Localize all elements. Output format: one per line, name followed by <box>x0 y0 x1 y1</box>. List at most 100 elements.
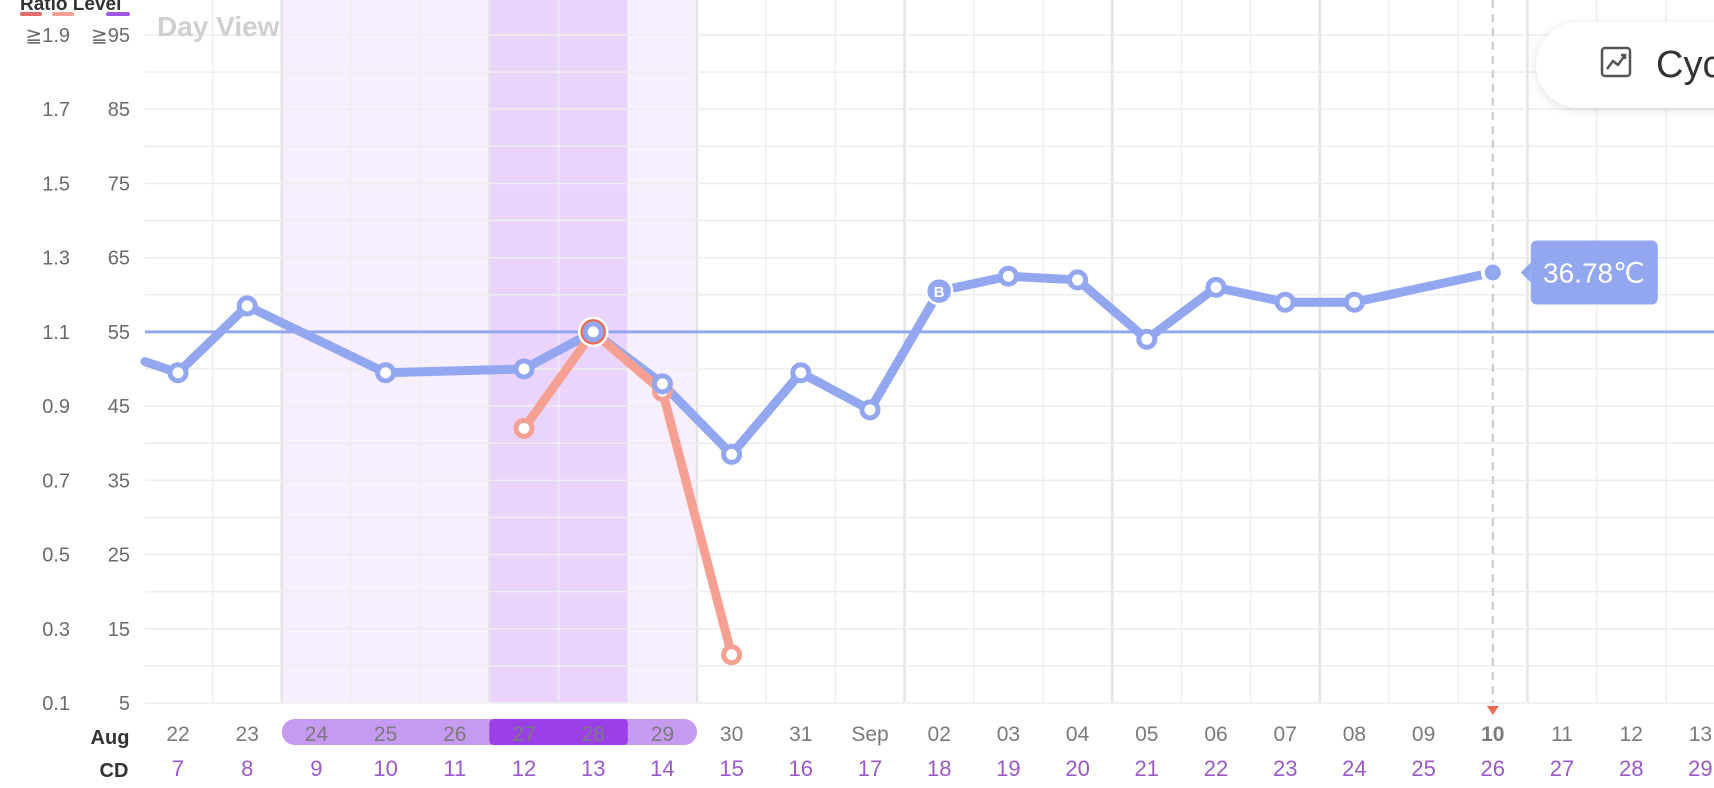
level-point-label: B <box>934 284 945 301</box>
ratio-point <box>513 417 535 439</box>
ratio-series-line <box>519 327 737 660</box>
chart-title: Day View <box>157 11 280 42</box>
level-point <box>859 399 881 421</box>
x-tick-date: 29 <box>651 723 674 746</box>
row-label-month: Aug <box>91 727 130 749</box>
y-tick-level: 45 <box>108 396 130 418</box>
level-point <box>1343 291 1365 313</box>
x-tick-date: 03 <box>997 723 1020 746</box>
level-point <box>1067 269 1089 291</box>
y-tick-ratio: 0.9 <box>42 396 70 418</box>
x-tick-date: 06 <box>1204 723 1227 746</box>
today-marker <box>1486 706 1499 715</box>
x-tick-date: 28 <box>582 723 605 746</box>
level-point <box>1205 276 1227 298</box>
x-tick-date: Sep <box>851 723 888 746</box>
chart-icon <box>1600 46 1632 78</box>
level-point <box>1274 291 1296 313</box>
x-tick-date: 31 <box>789 723 812 746</box>
x-tick-cycle-day: 12 <box>512 756 536 781</box>
level-point <box>790 362 812 384</box>
x-tick-date: 11 <box>1551 723 1573 746</box>
x-tick-date: 02 <box>928 723 951 746</box>
x-tick-date: 09 <box>1412 723 1435 746</box>
level-point <box>721 443 743 465</box>
level-point <box>236 295 258 317</box>
y-tick-ratio: 1.1 <box>42 322 70 344</box>
x-tick-date: 04 <box>1066 723 1090 746</box>
cycle-view-button[interactable]: Cycle <box>1536 22 1714 108</box>
x-tick-cycle-day: 28 <box>1619 756 1643 781</box>
temperature-callout-text: 36.78℃ <box>1543 258 1645 289</box>
level-point <box>997 265 1019 287</box>
x-tick-cycle-day: 9 <box>310 756 322 781</box>
level-point <box>924 276 954 306</box>
y-tick-level: 35 <box>108 470 130 492</box>
x-tick-cycle-day: 10 <box>373 756 397 781</box>
x-tick-cycle-day: 7 <box>172 756 184 781</box>
fertile-band <box>420 0 490 703</box>
x-tick-cycle-day: 20 <box>1065 756 1089 781</box>
x-tick-date: 23 <box>236 723 259 746</box>
y-tick-ratio: 0.3 <box>42 619 70 641</box>
x-tick-cycle-day: 19 <box>996 756 1020 781</box>
y-tick-ratio: 1.3 <box>42 248 70 270</box>
y-tick-level: 65 <box>108 248 130 270</box>
fertile-band <box>351 0 421 703</box>
y-tick-ratio: 1.5 <box>42 173 70 195</box>
y-tick-ratio: 0.7 <box>42 470 70 492</box>
x-tick-date: 05 <box>1135 723 1158 746</box>
callout-pointer <box>1520 262 1531 283</box>
level-point <box>513 358 535 380</box>
level-point <box>167 362 189 384</box>
x-tick-cycle-day: 11 <box>443 756 466 781</box>
legend-ratio-swatch-2 <box>52 12 74 16</box>
legend-ratio-swatch <box>20 12 42 16</box>
row-label-cd: CD <box>100 760 129 782</box>
legend-level-swatch <box>106 12 130 16</box>
x-tick-cycle-day: 8 <box>241 756 253 781</box>
x-tick-date: 27 <box>512 723 535 746</box>
x-tick-cycle-day: 24 <box>1342 756 1366 781</box>
x-tick-cycle-day: 15 <box>719 756 743 781</box>
fertile-band <box>489 0 559 703</box>
x-tick-date: 24 <box>305 723 329 746</box>
y-tick-level: 55 <box>108 322 130 344</box>
legend: Ratio Level <box>20 0 130 16</box>
ratio-point <box>721 644 743 666</box>
fertile-window-bands <box>281 0 697 703</box>
y-tick-ratio: 0.5 <box>42 545 70 567</box>
x-tick-cycle-day: 26 <box>1481 756 1505 781</box>
x-tick-date: 10 <box>1481 723 1504 746</box>
y-tick-level: 15 <box>108 619 130 641</box>
x-tick-cycle-day: 13 <box>581 756 605 781</box>
x-tick-date: 30 <box>720 723 743 746</box>
level-point <box>375 362 397 384</box>
level-point <box>1484 264 1501 281</box>
y-tick-level: ≧95 <box>91 25 130 47</box>
x-tick-cycle-day: 21 <box>1135 756 1159 781</box>
x-tick-cycle-day: 18 <box>927 756 951 781</box>
x-tick-date: 22 <box>166 723 189 746</box>
y-tick-ratio: 0.1 <box>42 693 70 715</box>
x-tick-date: 26 <box>443 723 466 746</box>
x-tick-cycle-day: 17 <box>858 756 882 781</box>
temperature-callout <box>1530 240 1658 305</box>
peak-pill <box>489 719 628 745</box>
x-tick-date: 08 <box>1343 723 1366 746</box>
x-tick-cycle-day: 14 <box>650 756 674 781</box>
x-tick-date: 13 <box>1689 723 1712 746</box>
x-tick-cycle-day: 29 <box>1688 756 1712 781</box>
x-tick-cycle-day: 27 <box>1550 756 1574 781</box>
legend-label: Ratio Level <box>20 0 121 15</box>
x-tick-cycle-day: 25 <box>1411 756 1435 781</box>
y-tick-ratio: ≧1.9 <box>25 25 70 47</box>
level-series-line <box>140 268 1498 459</box>
level-point <box>1136 328 1158 350</box>
x-tick-cycle-day: 22 <box>1204 756 1228 781</box>
level-point <box>651 373 673 395</box>
y-tick-level: 5 <box>119 693 130 715</box>
x-axis-rows: Aug CD 22 7 23 8 24 9 25 10 26 11 27 12 28 13 29 14 30 15 31… <box>91 719 1713 782</box>
y-tick-level: 85 <box>108 99 130 121</box>
